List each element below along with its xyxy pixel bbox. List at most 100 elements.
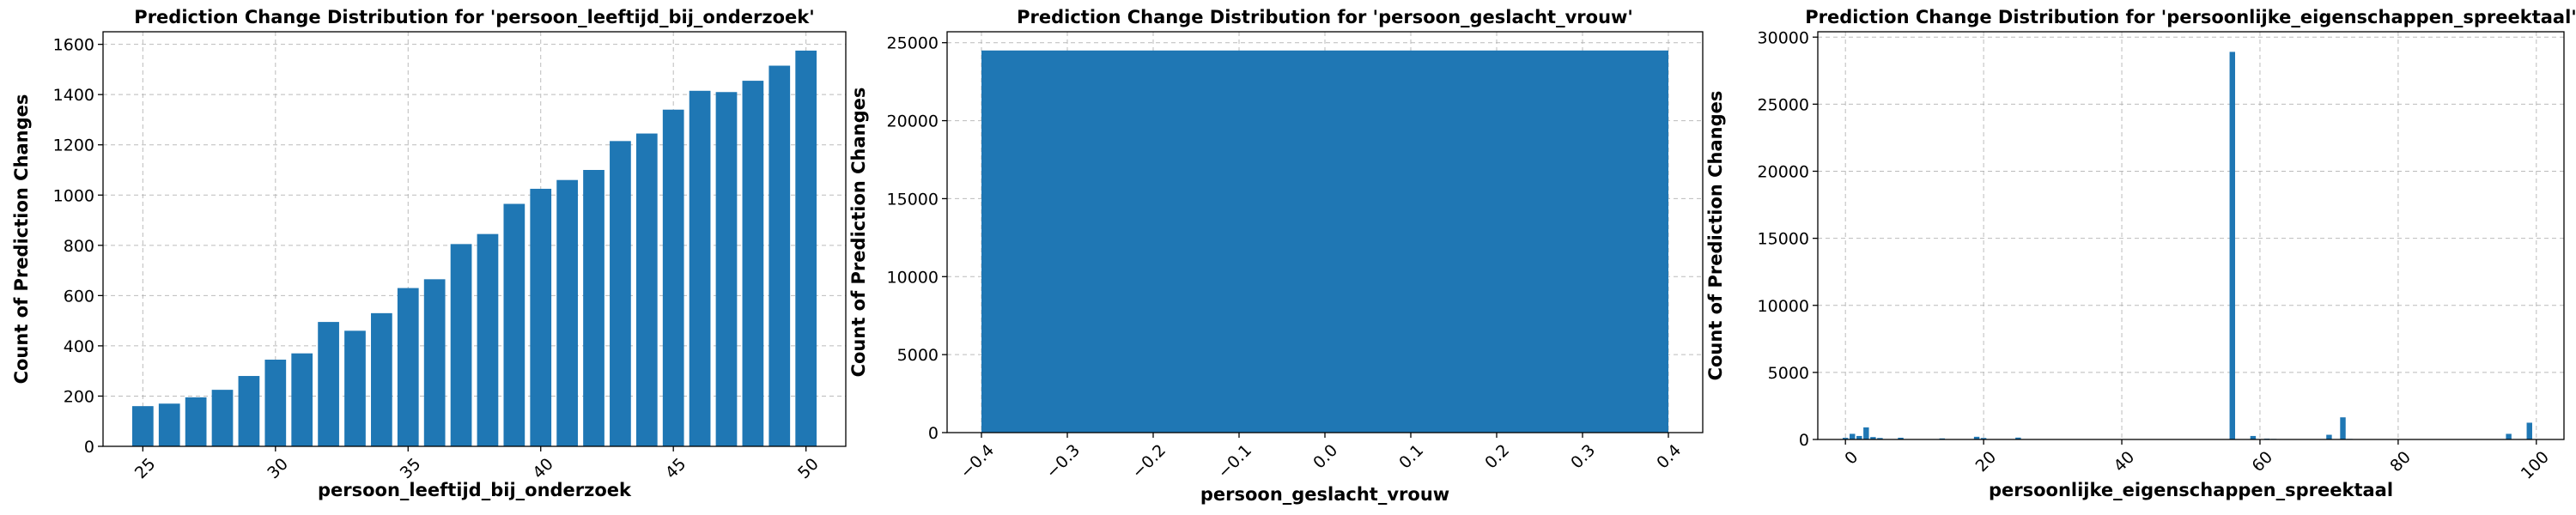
x-axis-label: persoon_geslacht_vrouw [1200, 484, 1449, 505]
bar [556, 179, 578, 446]
chart-spoken-language: 0 5000 10000 15000 20000 25000 30000 0 20 40 60 80 1… [1705, 7, 2576, 500]
x-tick-label: 60 [2248, 448, 2276, 476]
bar [1863, 427, 1869, 439]
bar [1842, 438, 1849, 439]
x-tick-label: 20 [1972, 448, 2001, 476]
bar [131, 406, 154, 446]
y-tick-label: 15000 [1758, 230, 1809, 249]
y-tick-label: 1600 [53, 36, 94, 55]
x-tick-label: 50 [794, 455, 823, 483]
bar [610, 141, 631, 446]
y-tick-label: 200 [64, 387, 94, 406]
y-tick-label: 15000 [887, 190, 939, 209]
y-tick-label: 1400 [53, 86, 94, 105]
bar [423, 279, 446, 446]
bar [2506, 433, 2512, 439]
x-tick-label: 0.0 [1309, 441, 1341, 473]
y-tick-label: 25000 [1758, 95, 1809, 114]
bar [689, 90, 711, 447]
x-tick-label: −0.2 [1128, 441, 1170, 482]
y-tick-label: 0 [1799, 431, 1809, 450]
bar [635, 133, 658, 446]
bar [1973, 436, 1980, 439]
x-tick-label: 0.2 [1481, 441, 1513, 473]
y-axis-label: Count of Prediction Changes [848, 88, 869, 378]
chart-title: Prediction Change Distribution for 'pers… [1805, 7, 2576, 27]
bar [211, 390, 234, 446]
x-tick-label: 45 [662, 455, 690, 483]
plot-frame [102, 31, 847, 447]
chart-gender-female: 0 5000 10000 15000 20000 25000 −0.4 −0.3 −0.2 −0.… [848, 7, 1704, 505]
x-tick-label: 35 [397, 455, 425, 483]
y-tick-label: 400 [64, 337, 94, 356]
y-tick-label: 0 [84, 438, 94, 457]
bar [318, 322, 339, 446]
bar [742, 81, 764, 446]
x-tick-label: −0.3 [1042, 441, 1084, 482]
bar [1898, 437, 1904, 439]
y-axis-label: Count of Prediction Changes [1705, 91, 1726, 381]
bar [238, 376, 260, 446]
x-tick-label: 40 [2111, 448, 2139, 476]
bar [2015, 437, 2021, 439]
y-tick-label: 1000 [53, 186, 94, 205]
x-tick-label: 0.3 [1567, 441, 1599, 473]
bar [477, 233, 499, 446]
x-axis-label: persoonlijke_eigenschappen_spreektaal [1989, 480, 2393, 500]
bar [264, 360, 287, 446]
x-tick-label: 0.1 [1395, 441, 1427, 473]
x-tick-label: 100 [2518, 448, 2553, 483]
bar [1850, 433, 1856, 439]
y-tick-label: 20000 [1758, 163, 1809, 182]
x-tick-label: 30 [264, 455, 292, 483]
y-tick-label: 10000 [887, 268, 939, 287]
y-axis-label: Count of Prediction Changes [11, 94, 32, 385]
x-tick-label: −0.1 [1214, 441, 1255, 482]
bar [291, 353, 313, 446]
bar [185, 397, 207, 446]
bar [2526, 422, 2532, 439]
y-tick-label: 10000 [1758, 297, 1809, 316]
y-tick-label: 1200 [53, 136, 94, 155]
y-tick-label: 25000 [887, 34, 939, 53]
bar [795, 50, 817, 447]
bar [662, 109, 684, 446]
bar [583, 170, 605, 446]
bar [981, 50, 1668, 433]
bar [344, 330, 366, 446]
bar [450, 244, 472, 446]
bar [1856, 435, 1862, 439]
bar [371, 312, 392, 446]
bar [2326, 434, 2332, 439]
chart-title: Prediction Change Distribution for 'pers… [1017, 7, 1633, 27]
bar [769, 65, 791, 446]
y-tick-label: 800 [64, 237, 94, 256]
bar [715, 92, 738, 446]
y-tick-label: 5000 [1768, 364, 1809, 383]
y-tick-label: 0 [928, 424, 939, 443]
bar [2229, 52, 2235, 439]
x-tick-label: 25 [131, 455, 160, 483]
y-tick-label: 5000 [897, 346, 939, 365]
chart-title: Prediction Change Distribution for 'pers… [134, 7, 814, 27]
bar [2250, 435, 2257, 439]
y-tick-label: 600 [64, 287, 94, 306]
bar [397, 288, 419, 446]
bar [530, 188, 552, 447]
bar [1877, 438, 1883, 439]
y-tick-label: 30000 [1758, 28, 1809, 47]
bar [158, 403, 180, 446]
bar [1870, 437, 1876, 439]
x-tick-label: 40 [529, 455, 557, 483]
x-tick-label: 0 [1841, 448, 1862, 469]
x-tick-label: −0.4 [957, 441, 998, 482]
x-tick-label: 80 [2386, 448, 2415, 476]
y-tick-label: 20000 [887, 112, 939, 131]
bar [2340, 417, 2346, 439]
x-axis-label: persoon_leeftijd_bij_onderzoek [318, 480, 632, 500]
x-tick-label: 0.4 [1653, 441, 1685, 473]
bar [503, 203, 526, 446]
bar [1980, 438, 1987, 439]
chart-age: 0 200 400 600 800 1000 1200 1400 1600 25 30 35 40 45 5… [11, 7, 847, 500]
